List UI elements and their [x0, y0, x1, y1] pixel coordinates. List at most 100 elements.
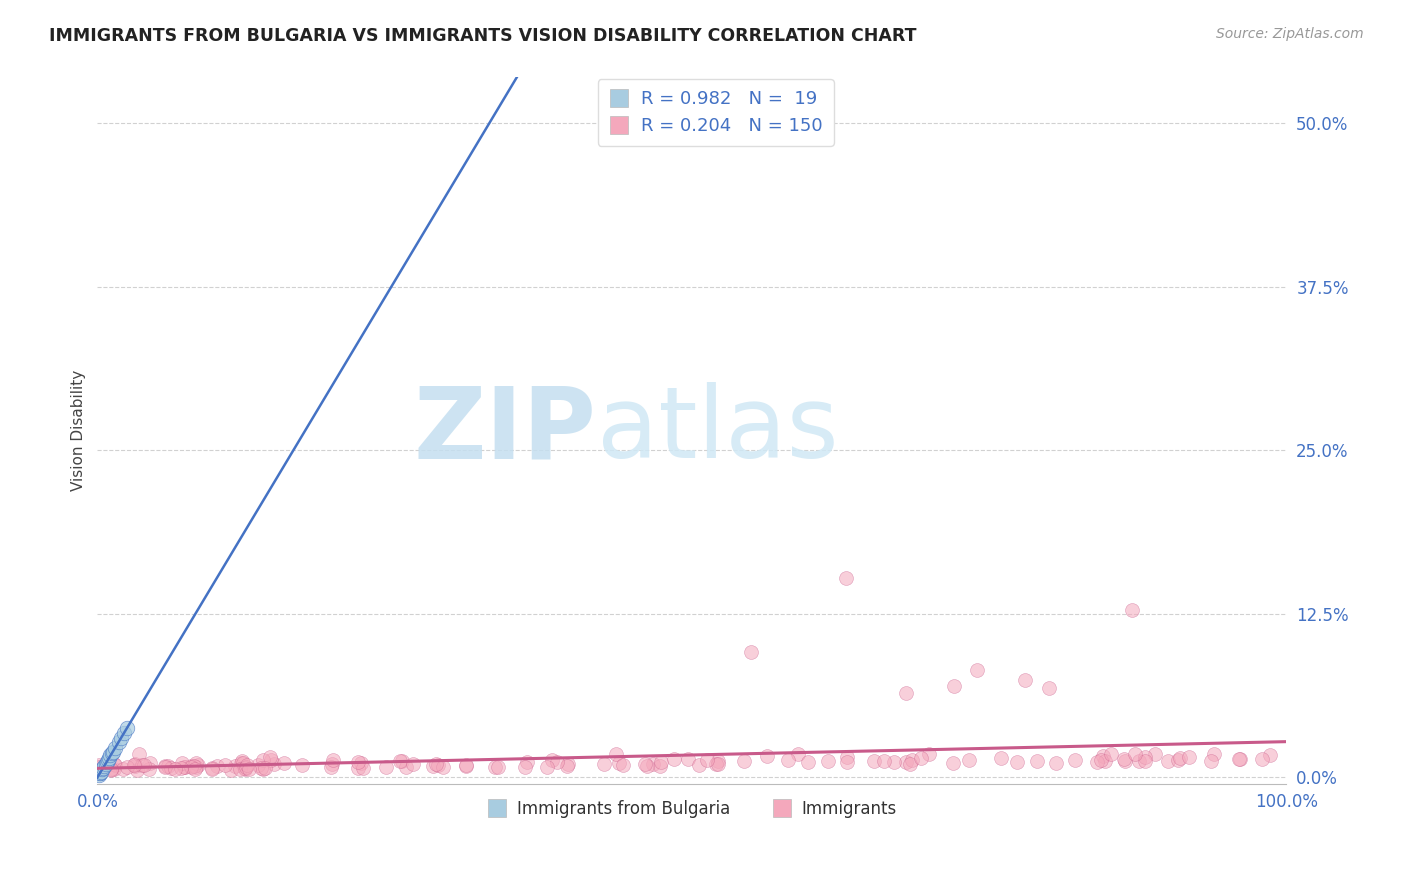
Point: [259, 750, 281, 764]
Point: [319, 759, 342, 773]
Point: [1123, 747, 1146, 761]
Point: [233, 762, 256, 776]
Point: [183, 759, 205, 773]
Point: [100, 763, 122, 777]
Point: [1112, 752, 1135, 766]
Point: [134, 758, 156, 772]
Point: [1090, 753, 1112, 767]
Point: [101, 745, 124, 759]
Point: [696, 753, 718, 767]
Point: [643, 756, 665, 771]
Point: [536, 760, 558, 774]
Point: [873, 754, 896, 768]
Point: [557, 757, 579, 772]
Point: [96, 755, 118, 769]
Point: [128, 747, 150, 762]
Point: [1199, 754, 1222, 768]
Point: [374, 760, 396, 774]
Point: [124, 757, 146, 772]
Point: [100, 762, 122, 776]
Point: [233, 761, 256, 775]
Text: atlas: atlas: [596, 382, 838, 479]
Point: [787, 747, 810, 761]
Point: [454, 757, 477, 772]
Point: [837, 755, 859, 769]
Point: [778, 753, 800, 767]
Point: [235, 760, 257, 774]
Point: [1114, 754, 1136, 768]
Point: [516, 756, 538, 770]
Point: [180, 758, 202, 772]
Point: [110, 731, 132, 745]
Point: [173, 760, 195, 774]
Point: [1007, 755, 1029, 769]
Point: [402, 757, 425, 772]
Point: [1085, 755, 1108, 769]
Point: [131, 757, 153, 772]
Point: [249, 761, 271, 775]
Point: [89, 766, 111, 780]
Point: [229, 762, 252, 776]
Point: [1121, 603, 1143, 617]
Point: [235, 758, 257, 772]
Point: [172, 756, 194, 771]
Point: [107, 734, 129, 748]
Point: [425, 757, 447, 772]
Point: [547, 756, 569, 770]
Point: [103, 757, 125, 772]
Point: [664, 752, 686, 766]
Point: [224, 759, 246, 773]
Point: [1128, 754, 1150, 768]
Point: [486, 759, 509, 773]
Point: [260, 753, 283, 767]
Point: [253, 761, 276, 775]
Point: [184, 756, 207, 770]
Point: [263, 757, 285, 772]
Point: [1204, 747, 1226, 761]
Point: [246, 757, 269, 772]
Point: [1092, 749, 1115, 764]
Point: [122, 758, 145, 772]
Point: [93, 759, 115, 773]
Point: [391, 754, 413, 768]
Point: [1250, 752, 1272, 766]
Y-axis label: Vision Disability: Vision Disability: [72, 370, 86, 491]
Point: [112, 762, 135, 776]
Point: [957, 753, 980, 767]
Point: [112, 726, 135, 740]
Point: [104, 741, 127, 756]
Point: [835, 571, 858, 585]
Point: [207, 759, 229, 773]
Point: [942, 679, 965, 693]
Point: [104, 758, 127, 772]
Point: [484, 760, 506, 774]
Point: [707, 756, 730, 771]
Point: [733, 754, 755, 768]
Point: [395, 760, 418, 774]
Point: [103, 762, 125, 776]
Point: [704, 756, 727, 771]
Point: [918, 747, 941, 761]
Point: [1157, 754, 1180, 768]
Point: [100, 747, 122, 761]
Point: [214, 758, 236, 772]
Point: [91, 761, 114, 775]
Point: [1063, 753, 1085, 767]
Point: [156, 759, 179, 773]
Point: [837, 750, 859, 764]
Point: [138, 762, 160, 776]
Point: [740, 645, 762, 659]
Point: [605, 747, 627, 761]
Point: [94, 756, 117, 771]
Point: [91, 762, 114, 776]
Point: [232, 756, 254, 770]
Point: [291, 757, 314, 772]
Text: ZIP: ZIP: [413, 382, 596, 479]
Point: [153, 760, 176, 774]
Point: [1094, 754, 1116, 768]
Point: [252, 762, 274, 776]
Point: [252, 753, 274, 767]
Point: [1135, 754, 1157, 768]
Point: [707, 755, 730, 769]
Point: [990, 751, 1012, 765]
